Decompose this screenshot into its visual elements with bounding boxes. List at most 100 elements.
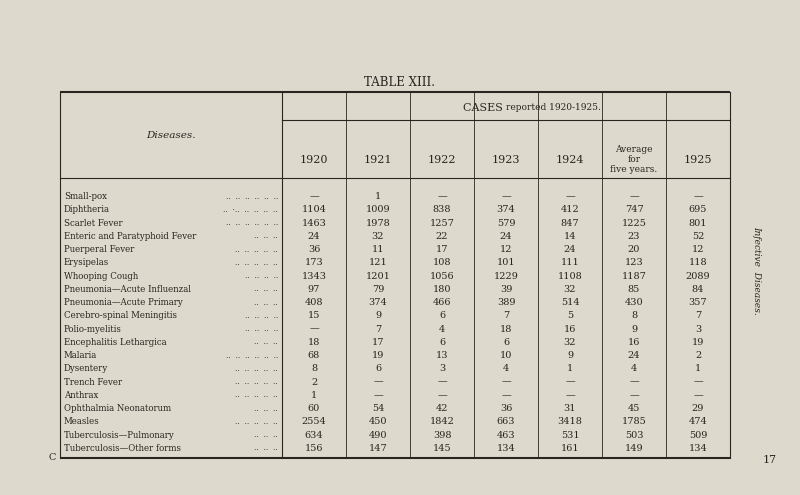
Text: TABLE XIII.: TABLE XIII.	[365, 77, 435, 90]
Text: 39: 39	[500, 285, 512, 294]
Text: 1921: 1921	[364, 155, 392, 165]
Text: 7: 7	[375, 325, 381, 334]
Text: 509: 509	[689, 431, 707, 440]
Text: 16: 16	[628, 338, 640, 347]
Text: 1104: 1104	[302, 205, 326, 214]
Text: Tuberculosis—Other forms: Tuberculosis—Other forms	[64, 444, 181, 453]
Text: 531: 531	[561, 431, 579, 440]
Text: —: —	[309, 325, 319, 334]
Text: 1225: 1225	[622, 219, 646, 228]
Text: 85: 85	[628, 285, 640, 294]
Text: 1201: 1201	[366, 272, 390, 281]
Text: ..  ..  ..: .. .. ..	[254, 298, 278, 306]
Text: —: —	[309, 192, 319, 201]
Text: 19: 19	[692, 338, 704, 347]
Text: 3: 3	[439, 364, 445, 373]
Text: —: —	[693, 378, 703, 387]
Text: 14: 14	[564, 232, 576, 241]
Text: 398: 398	[433, 431, 451, 440]
Text: 389: 389	[497, 298, 515, 307]
Text: 12: 12	[692, 245, 704, 254]
Text: 1463: 1463	[302, 219, 326, 228]
Text: 79: 79	[372, 285, 384, 294]
Text: 1056: 1056	[430, 272, 454, 281]
Text: 121: 121	[369, 258, 387, 267]
Text: 9: 9	[375, 311, 381, 320]
Text: 463: 463	[497, 431, 515, 440]
Text: 5: 5	[567, 311, 573, 320]
Text: 6: 6	[439, 338, 445, 347]
Text: ..  ..  ..: .. .. ..	[254, 232, 278, 241]
Text: —: —	[565, 192, 575, 201]
Text: 1924: 1924	[556, 155, 584, 165]
Text: Anthrax: Anthrax	[64, 391, 98, 400]
Text: Dysentery: Dysentery	[64, 364, 108, 373]
Text: 15: 15	[308, 311, 320, 320]
Text: —: —	[373, 391, 383, 400]
Text: —: —	[437, 192, 447, 201]
Text: Diseases.: Diseases.	[146, 132, 196, 141]
Text: ..  ..  ..  ..  ..  ..: .. .. .. .. .. ..	[226, 351, 278, 360]
Text: 22: 22	[436, 232, 448, 241]
Text: —: —	[629, 391, 639, 400]
Text: 36: 36	[500, 404, 512, 413]
Text: 4: 4	[631, 364, 637, 373]
Text: 60: 60	[308, 404, 320, 413]
Text: 374: 374	[369, 298, 387, 307]
Text: Pneumonia—Acute Primary: Pneumonia—Acute Primary	[64, 298, 182, 307]
Text: 695: 695	[689, 205, 707, 214]
Text: 111: 111	[561, 258, 579, 267]
Text: for: for	[627, 155, 641, 164]
Text: Ophthalmia Neonatorum: Ophthalmia Neonatorum	[64, 404, 171, 413]
Text: 450: 450	[369, 417, 387, 426]
Text: —: —	[437, 378, 447, 387]
Text: 32: 32	[564, 338, 576, 347]
Text: Cerebro-spinal Meningitis: Cerebro-spinal Meningitis	[64, 311, 177, 320]
Text: —: —	[629, 378, 639, 387]
Text: 838: 838	[433, 205, 451, 214]
Text: 1257: 1257	[430, 219, 454, 228]
Text: ..  ..  ..: .. .. ..	[254, 339, 278, 346]
Text: ..  ..  ..  ..: .. .. .. ..	[245, 272, 278, 280]
Text: Tuberculosis—Pulmonary: Tuberculosis—Pulmonary	[64, 431, 174, 440]
Text: 2089: 2089	[686, 272, 710, 281]
Text: Diphtheria: Diphtheria	[64, 205, 110, 214]
Text: 12: 12	[500, 245, 512, 254]
Text: 52: 52	[692, 232, 704, 241]
Text: ..  ..  ..  ..: .. .. .. ..	[245, 312, 278, 320]
Text: —: —	[373, 378, 383, 387]
Text: 1922: 1922	[428, 155, 456, 165]
Text: 6: 6	[375, 364, 381, 373]
Text: 634: 634	[305, 431, 323, 440]
Text: 173: 173	[305, 258, 323, 267]
Text: 17: 17	[763, 455, 777, 465]
Text: 24: 24	[564, 245, 576, 254]
Text: 36: 36	[308, 245, 320, 254]
Text: 17: 17	[372, 338, 384, 347]
Text: 147: 147	[369, 444, 387, 453]
Text: 17: 17	[436, 245, 448, 254]
Text: —: —	[501, 378, 511, 387]
Text: 4: 4	[439, 325, 445, 334]
Text: 1: 1	[311, 391, 317, 400]
Text: 7: 7	[503, 311, 509, 320]
Text: Average: Average	[615, 146, 653, 154]
Text: —: —	[501, 192, 511, 201]
Text: ..  ..  ..  ..  ..: .. .. .. .. ..	[235, 259, 278, 267]
Text: 1842: 1842	[430, 417, 454, 426]
Text: 357: 357	[689, 298, 707, 307]
Text: 663: 663	[497, 417, 515, 426]
Text: 9: 9	[567, 351, 573, 360]
Text: 1: 1	[375, 192, 381, 201]
Text: 1: 1	[567, 364, 573, 373]
Text: 408: 408	[305, 298, 323, 307]
Text: 11: 11	[372, 245, 384, 254]
Text: 1785: 1785	[622, 417, 646, 426]
Text: Erysipelas: Erysipelas	[64, 258, 110, 267]
Text: Pneumonia—Acute Influenzal: Pneumonia—Acute Influenzal	[64, 285, 191, 294]
Text: Measles: Measles	[64, 417, 100, 426]
Text: 32: 32	[564, 285, 576, 294]
Text: 42: 42	[436, 404, 448, 413]
Text: 118: 118	[689, 258, 707, 267]
Text: ..  ..  ..  ..  ..: .. .. .. .. ..	[235, 392, 278, 399]
